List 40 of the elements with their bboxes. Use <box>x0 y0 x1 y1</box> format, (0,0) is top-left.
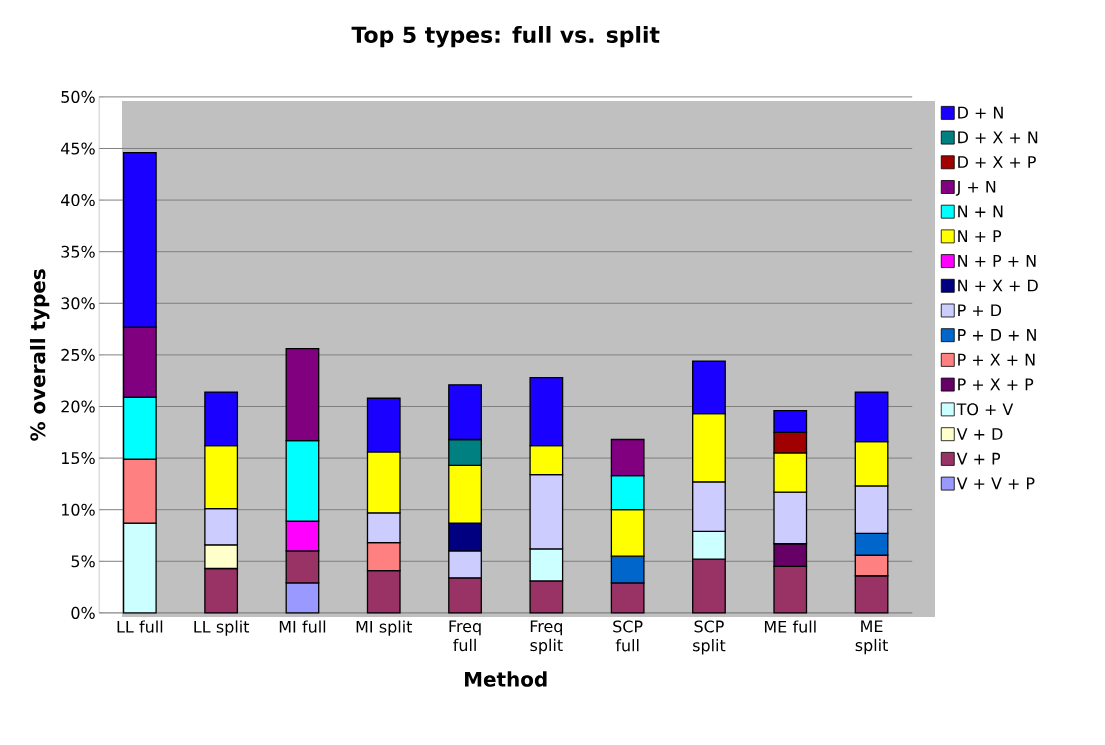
legend-label: P + D <box>958 304 1002 317</box>
legend-label: D + X + P <box>958 156 1036 168</box>
x-tick-label: MI split <box>356 620 413 636</box>
legend-label: N + P + N <box>958 255 1036 267</box>
x-tick-label: ME split <box>855 620 888 655</box>
legend-label: N + P <box>958 230 1002 242</box>
chart-title: Top 5 types: full vs. split <box>351 26 660 48</box>
x-tick-label: SCP full <box>613 620 643 652</box>
x-tick-label: LL full <box>117 620 163 633</box>
legend-label: J + N <box>955 180 996 196</box>
y-tick-label: 20% <box>61 400 95 413</box>
legend-label: P + X + N <box>958 353 1035 366</box>
y-tick-label: 30% <box>61 297 95 310</box>
y-tick-label: 35% <box>61 245 95 258</box>
legend-label: D + X + N <box>958 131 1038 144</box>
x-tick-label: LL split <box>194 620 250 636</box>
y-tick-label: 50% <box>61 90 95 103</box>
legend-label: N + X + D <box>958 279 1038 292</box>
y-axis-title: % overall types <box>29 269 50 441</box>
legend-label: V + V + P <box>956 477 1035 490</box>
x-tick-label: Freq split <box>530 620 563 655</box>
x-tick-label: Freq full <box>449 620 481 652</box>
legend-label: V + D <box>956 428 1003 440</box>
legend-label: V + P <box>956 452 1001 465</box>
legend-label: P + D + N <box>958 329 1036 341</box>
legend-label: N + N <box>958 205 1003 218</box>
x-tick-label: ME full <box>764 620 816 633</box>
y-tick-label: 5% <box>71 555 95 568</box>
y-tick-label: 0% <box>71 606 95 619</box>
x-tick-label: MI full <box>279 620 326 633</box>
y-tick-label: 10% <box>62 503 95 516</box>
y-tick-label: 45% <box>61 142 95 155</box>
legend-label: TO + V <box>956 403 1014 416</box>
y-tick-label: 25% <box>61 348 95 361</box>
legend-label: D + N <box>958 106 1003 119</box>
y-tick-label: 40% <box>61 194 95 207</box>
x-axis-title: Method <box>465 671 547 687</box>
legend-label: P + X + P <box>958 378 1034 391</box>
x-tick-label: SCP split <box>693 620 726 655</box>
y-tick-label: 15% <box>62 452 95 465</box>
